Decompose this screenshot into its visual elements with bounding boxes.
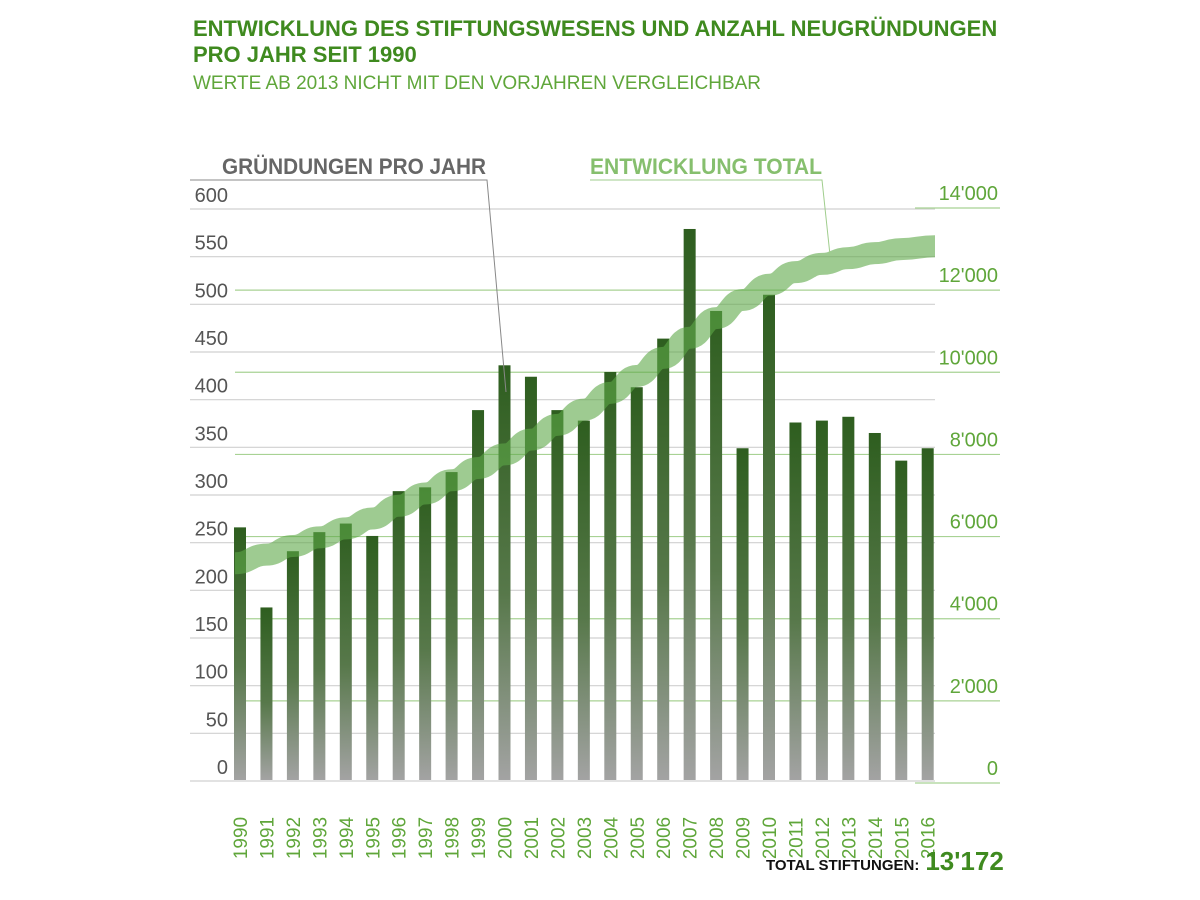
- x-tick-label: 1994: [337, 816, 358, 859]
- chart-header: ENTWICKLUNG DES STIFTUNGSWESENS UND ANZA…: [193, 16, 1013, 96]
- left-tick-label: 300: [195, 471, 228, 493]
- bar-1993: [313, 532, 326, 780]
- left-tick-label: 150: [195, 614, 228, 636]
- x-tick-label: 2010: [760, 817, 781, 859]
- x-tick-label: 1996: [390, 817, 411, 859]
- legend-bars-label: GRÜNDUNGEN PRO JAHR: [222, 154, 486, 179]
- chart-title: ENTWICKLUNG DES STIFTUNGSWESENS UND ANZA…: [193, 16, 998, 67]
- bar-1992: [286, 551, 299, 780]
- left-tick-label: 400: [195, 376, 228, 398]
- x-tick-label: 2011: [786, 818, 807, 859]
- x-tick-label: 2009: [734, 817, 755, 859]
- bar-2011: [789, 422, 802, 780]
- right-tick-label: 8'000: [950, 429, 998, 451]
- x-tick-label: 1999: [469, 817, 490, 859]
- bar-2003: [577, 420, 590, 780]
- x-tick-label: 2014: [866, 816, 887, 859]
- x-tick-label: 2002: [548, 817, 569, 859]
- bar-1999: [472, 410, 485, 780]
- bar-1998: [445, 472, 458, 780]
- x-tick-label: 2003: [575, 817, 596, 859]
- chart-subtitle: WERTE AB 2013 NICHT MIT DEN VORJAHREN VE…: [193, 73, 762, 94]
- bar-1996: [392, 491, 405, 780]
- left-tick-label: 250: [195, 519, 228, 541]
- bar-2014: [868, 432, 881, 780]
- bar-2012: [815, 420, 828, 780]
- right-tick-label: 12'000: [939, 265, 998, 287]
- bar-2005: [630, 387, 643, 780]
- bar-1995: [366, 535, 379, 780]
- left-tick-label: 0: [217, 757, 228, 779]
- right-tick-label: 0: [987, 758, 998, 780]
- x-tick-label: 2006: [654, 817, 675, 859]
- left-tick-label: 500: [195, 280, 228, 302]
- x-tick-label: 2013: [839, 817, 860, 859]
- right-tick-label: 6'000: [950, 512, 998, 534]
- legend-total-leader: [590, 179, 831, 256]
- left-tick-label: 200: [195, 566, 228, 588]
- right-tick-label: 10'000: [939, 347, 998, 369]
- x-tick-label: 1998: [443, 817, 464, 859]
- total-summary: TOTAL STIFTUNGEN: 13'172: [766, 846, 1004, 877]
- bar-1994: [339, 523, 352, 780]
- x-tick-label: 1990: [231, 817, 252, 859]
- bar-2007: [683, 228, 696, 780]
- x-tick-label: 2007: [681, 817, 702, 859]
- x-tick-label: 2015: [892, 817, 913, 859]
- right-tick-label: 4'000: [950, 594, 998, 616]
- bar-2002: [551, 410, 564, 780]
- total-value: 13'172: [925, 846, 1004, 876]
- left-tick-label: 550: [195, 233, 228, 255]
- total-band: [234, 235, 936, 575]
- total-label: TOTAL STIFTUNGEN:: [766, 857, 920, 874]
- bar-2006: [657, 338, 670, 780]
- x-tick-label: 1993: [310, 817, 331, 859]
- bar-2008: [710, 310, 723, 780]
- bar-2010: [763, 294, 775, 780]
- x-tick-label: 2005: [628, 817, 649, 859]
- left-tick-label: 100: [195, 662, 228, 684]
- bar-1997: [419, 487, 432, 780]
- bar-1990: [234, 527, 246, 780]
- left-tick-label: 450: [195, 328, 228, 350]
- x-tick-label: 2001: [522, 817, 543, 859]
- right-tick-label: 14'000: [939, 183, 998, 205]
- bar-2004: [604, 371, 617, 780]
- bar-2016: [921, 448, 934, 780]
- left-tick-label: 50: [206, 709, 228, 731]
- x-tick-label: 2012: [813, 817, 834, 859]
- x-tick-label: 2008: [707, 817, 728, 859]
- bar-1991: [260, 607, 273, 780]
- x-tick-label: 1997: [416, 817, 437, 859]
- bar-2015: [895, 460, 908, 780]
- x-tick-label: 1991: [257, 817, 278, 859]
- legend-bars-leader: [190, 179, 507, 393]
- bar-2013: [842, 416, 855, 780]
- x-tick-label: 2004: [601, 816, 622, 859]
- x-tick-label: 2016: [919, 817, 940, 859]
- right-tick-label: 2'000: [950, 676, 998, 698]
- x-tick-label: 2000: [496, 817, 517, 859]
- x-tick-label: 1995: [363, 817, 384, 859]
- bar-2001: [524, 376, 537, 780]
- bar-2000: [498, 365, 511, 780]
- bar-2009: [736, 448, 749, 780]
- left-tick-label: 600: [195, 185, 228, 207]
- x-tick-label: 1992: [284, 817, 305, 859]
- legend-total-label: ENTWICKLUNG TOTAL: [590, 154, 822, 179]
- left-tick-label: 350: [195, 423, 228, 445]
